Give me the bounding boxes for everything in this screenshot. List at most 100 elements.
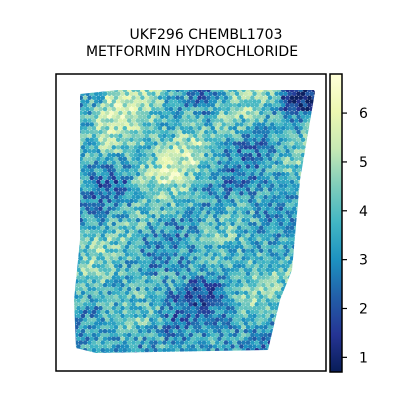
spot <box>184 294 189 300</box>
spot <box>241 118 246 123</box>
spot <box>272 90 277 93</box>
spot <box>85 206 90 211</box>
spot <box>234 191 240 196</box>
spot <box>291 145 297 150</box>
spot <box>155 206 161 211</box>
spot <box>155 313 161 319</box>
spot <box>225 282 231 288</box>
spot <box>223 156 229 162</box>
spot <box>239 275 244 280</box>
spot <box>159 191 165 196</box>
spot <box>91 271 97 277</box>
spot <box>195 237 200 242</box>
spot <box>85 183 90 188</box>
spot <box>247 106 253 112</box>
spot <box>151 152 156 158</box>
spot <box>195 336 200 342</box>
spot <box>168 229 174 234</box>
spot <box>140 294 145 300</box>
spot <box>168 122 174 127</box>
spot <box>199 282 205 288</box>
spot <box>118 348 123 353</box>
spot <box>126 110 132 116</box>
spot <box>276 164 282 169</box>
spot <box>181 145 187 150</box>
spot <box>219 90 224 93</box>
spot <box>115 214 121 219</box>
spot <box>177 282 183 288</box>
spot <box>170 233 176 238</box>
spot <box>120 137 125 143</box>
spot <box>245 302 251 307</box>
spot <box>289 210 295 215</box>
spot <box>245 309 251 315</box>
spot <box>223 194 229 200</box>
spot <box>153 187 158 192</box>
spot <box>219 256 224 261</box>
spot <box>283 221 288 227</box>
spot <box>111 99 117 104</box>
spot <box>146 336 152 342</box>
spot <box>203 145 209 150</box>
spot <box>247 275 253 280</box>
spot <box>219 279 224 284</box>
spot <box>164 328 169 334</box>
spot <box>265 244 271 250</box>
spot <box>214 248 220 254</box>
spot <box>142 198 147 204</box>
spot <box>197 325 202 330</box>
spot <box>124 214 130 219</box>
spot <box>102 175 108 181</box>
spot <box>115 160 121 165</box>
spot <box>109 248 114 254</box>
spot <box>214 279 220 284</box>
spot <box>137 328 143 334</box>
spot <box>230 191 235 196</box>
spot <box>140 240 145 246</box>
spot <box>252 122 257 127</box>
spot <box>285 126 290 131</box>
spot <box>89 267 95 273</box>
spot <box>241 156 246 162</box>
spot <box>96 248 101 254</box>
chart-title-line-2: METFORMIN HYDROCHLORIDE <box>86 44 298 60</box>
spot <box>203 282 209 288</box>
spot <box>131 141 136 146</box>
spot <box>232 95 238 100</box>
spot <box>115 122 121 127</box>
spot <box>109 210 114 215</box>
spot <box>131 240 136 246</box>
spot <box>195 313 200 319</box>
spot <box>148 194 154 200</box>
spot <box>148 263 154 269</box>
spot <box>274 137 279 143</box>
spot <box>206 202 211 208</box>
spot <box>236 90 242 93</box>
spot <box>289 148 295 154</box>
spot <box>162 240 167 246</box>
spot <box>201 110 207 116</box>
spot <box>140 309 145 315</box>
spot <box>80 175 86 181</box>
spot <box>247 198 253 204</box>
spot <box>184 233 189 238</box>
spot <box>289 179 295 185</box>
spot <box>247 183 253 188</box>
spot <box>89 221 95 227</box>
spot <box>188 187 194 192</box>
spot <box>164 175 169 181</box>
spot <box>102 313 108 319</box>
spot <box>126 202 132 208</box>
spot <box>188 233 194 238</box>
spot <box>206 279 211 284</box>
spot <box>124 221 130 227</box>
spot <box>230 221 235 227</box>
spot <box>131 179 136 185</box>
spot <box>221 237 227 242</box>
spot <box>219 126 224 131</box>
spot <box>188 103 194 108</box>
spot <box>124 282 130 288</box>
spot <box>263 126 268 131</box>
spot <box>261 168 266 173</box>
spot <box>164 168 169 173</box>
